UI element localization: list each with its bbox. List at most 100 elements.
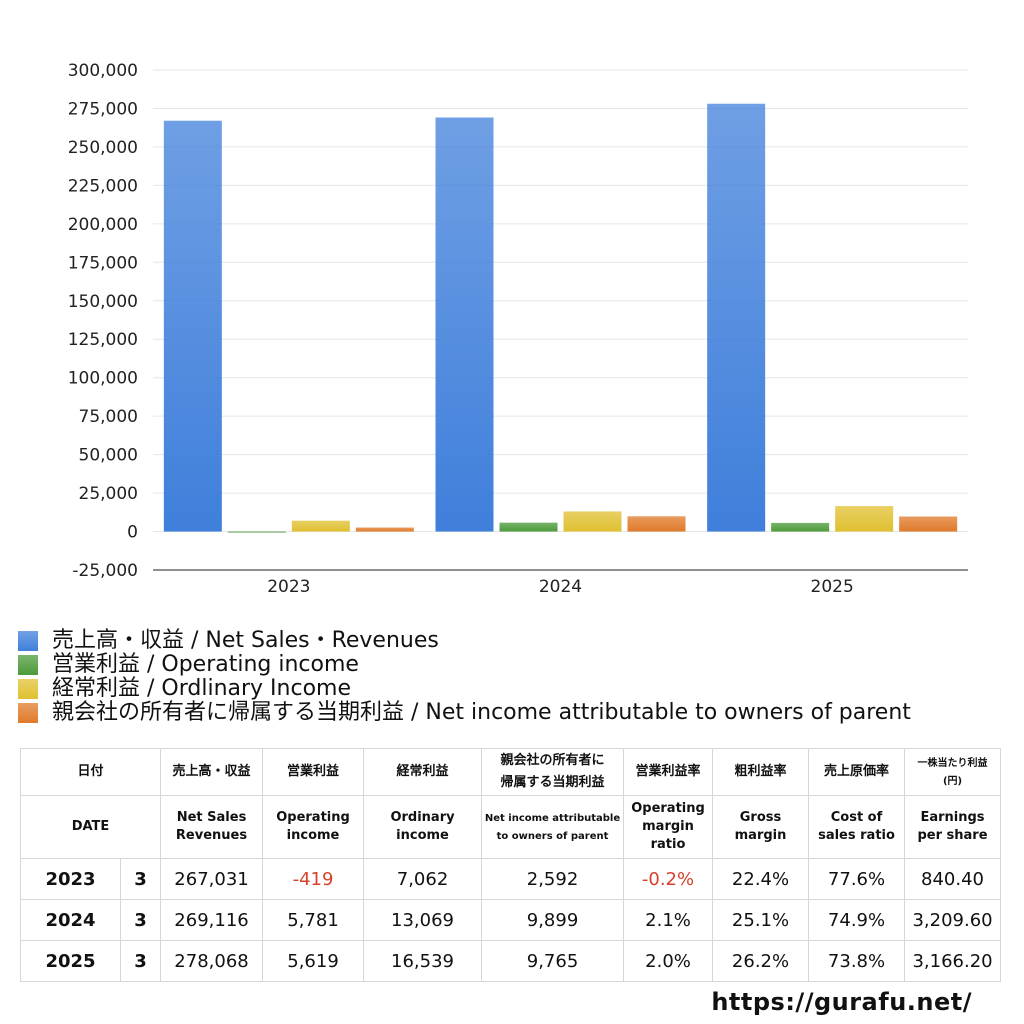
cell-opm: 2.1%: [623, 899, 714, 941]
table-row: 2025 3 278,068 5,619 16,539 9,765 2.0% 2…: [20, 940, 1002, 982]
y-tick-label: -25,000: [72, 561, 138, 581]
cell-sales: 269,116: [160, 899, 264, 941]
cell-year: 2023: [20, 858, 121, 900]
header-cos-jp: 売上原価率: [808, 748, 906, 796]
bar-2023-series-0: [163, 120, 222, 532]
grid-lines: [153, 69, 968, 571]
cell-eps: 3,209.60: [904, 899, 1002, 941]
legend-swatch: [18, 655, 38, 675]
legend-item: 売上高・収益 / Net Sales・Revenues: [18, 629, 911, 653]
y-tick-label: 250,000: [68, 138, 138, 158]
legend-label: 親会社の所有者に帰属する当期利益 / Net income attributab…: [52, 700, 911, 725]
header-ord-jp: 経常利益: [363, 748, 483, 796]
bar-2025-series-3: [899, 516, 958, 532]
bar-2024-series-2: [563, 511, 622, 532]
y-axis-ticks: 300,000 275,000 250,000 225,000 200,000 175,0…: [68, 61, 138, 581]
y-tick-label: 0: [127, 523, 138, 543]
y-tick-label: 100,000: [68, 369, 138, 389]
bar-2025-series-0: [707, 103, 766, 532]
legend-label: 経常利益 / Ordlinary Income: [52, 676, 351, 701]
y-tick-label: 75,000: [79, 407, 138, 427]
cell-sales: 267,031: [160, 858, 264, 900]
header-eps-en: Earnings per share: [904, 795, 1002, 859]
header-net-en: Net income attributable to owners of par…: [481, 795, 625, 859]
y-tick-label: 300,000: [68, 61, 138, 81]
cell-sales: 278,068: [160, 940, 264, 982]
table-header-jp: 日付 売上高・収益 営業利益 経常利益 親会社の所有者に 帰属する当期利益 営業…: [19, 748, 1002, 796]
bar-chart: 300,000 275,000 250,000 225,000 200,000 175,0…: [68, 61, 968, 597]
bars: [163, 103, 958, 533]
x-tick-label: 2024: [539, 577, 582, 597]
header-op-jp: 営業利益: [262, 748, 365, 796]
cell-month: 3: [119, 858, 162, 900]
x-axis: 2023 2024 2025: [153, 569, 968, 597]
y-tick-label: 25,000: [79, 484, 138, 504]
legend-item: 経常利益 / Ordlinary Income: [18, 677, 911, 701]
cell-cos: 77.6%: [808, 858, 906, 900]
header-date-jp: 日付: [19, 748, 162, 796]
cell-month: 3: [119, 940, 162, 982]
bar-2023-series-3: [355, 527, 414, 532]
cell-net: 2,592: [481, 858, 625, 900]
bar-2025-series-1: [771, 522, 830, 532]
header-gm-en: Gross margin: [712, 795, 810, 859]
cell-opm: -0.2%: [623, 858, 714, 900]
y-tick-label: 50,000: [79, 446, 138, 466]
legend-swatch: [18, 703, 38, 723]
legend-label: 売上高・収益 / Net Sales・Revenues: [52, 628, 439, 653]
bar-2023-series-1: [227, 531, 286, 533]
header-net-jp: 親会社の所有者に 帰属する当期利益: [481, 748, 625, 796]
cell-op: -419: [262, 858, 365, 900]
cell-month: 3: [119, 899, 162, 941]
bar-2024-series-1: [499, 522, 558, 532]
cell-cos: 73.8%: [808, 940, 906, 982]
x-tick-label: 2023: [267, 577, 310, 597]
header-opm-en: Operating margin ratio: [623, 795, 714, 859]
cell-opm: 2.0%: [623, 940, 714, 982]
cell-net: 9,765: [481, 940, 625, 982]
cell-cos: 74.9%: [808, 899, 906, 941]
cell-gm: 22.4%: [712, 858, 810, 900]
y-tick-label: 225,000: [68, 176, 138, 196]
cell-ord: 13,069: [363, 899, 483, 941]
cell-eps: 840.40: [904, 858, 1002, 900]
header-sales-en: Net Sales Revenues: [160, 795, 264, 859]
legend-label: 営業利益 / Operating income: [52, 652, 359, 677]
table-header-en: DATE Net Sales Revenues Operating income…: [19, 795, 1002, 859]
table-row: 2024 3 269,116 5,781 13,069 9,899 2.1% 2…: [20, 899, 1002, 941]
y-tick-label: 200,000: [68, 215, 138, 235]
legend-swatch: [18, 631, 38, 651]
cell-op: 5,619: [262, 940, 365, 982]
cell-net: 9,899: [481, 899, 625, 941]
cell-op: 5,781: [262, 899, 365, 941]
header-sales-jp: 売上高・収益: [160, 748, 264, 796]
cell-eps: 3,166.20: [904, 940, 1002, 982]
y-tick-label: 150,000: [68, 292, 138, 312]
x-tick-label: 2025: [811, 577, 854, 597]
header-ord-en: Ordinary income: [363, 795, 483, 859]
y-tick-label: 125,000: [68, 330, 138, 350]
bar-2024-series-0: [435, 117, 494, 532]
financial-table: 日付 売上高・収益 営業利益 経常利益 親会社の所有者に 帰属する当期利益 営業…: [19, 748, 1002, 982]
y-tick-label: 175,000: [68, 253, 138, 273]
legend: 売上高・収益 / Net Sales・Revenues 営業利益 / Operat…: [18, 629, 911, 725]
cell-gm: 26.2%: [712, 940, 810, 982]
y-tick-label: 275,000: [68, 99, 138, 119]
bar-2025-series-2: [835, 506, 894, 532]
cell-gm: 25.1%: [712, 899, 810, 941]
header-op-en: Operating income: [262, 795, 365, 859]
legend-item: 親会社の所有者に帰属する当期利益 / Net income attributab…: [18, 701, 911, 725]
header-opm-jp: 営業利益率: [623, 748, 714, 796]
cell-ord: 16,539: [363, 940, 483, 982]
header-eps-jp: 一株当たり利益 (円): [904, 748, 1002, 796]
legend-swatch: [18, 679, 38, 699]
table-row: 2023 3 267,031 -419 7,062 2,592 -0.2% 22…: [20, 858, 1002, 900]
bar-2023-series-2: [291, 520, 350, 532]
cell-year: 2024: [20, 899, 121, 941]
cell-ord: 7,062: [363, 858, 483, 900]
legend-item: 営業利益 / Operating income: [18, 653, 911, 677]
header-gm-jp: 粗利益率: [712, 748, 810, 796]
site-url[interactable]: https://gurafu.net/: [711, 988, 972, 1016]
cell-year: 2025: [20, 940, 121, 982]
header-cos-en: Cost of sales ratio: [808, 795, 906, 859]
